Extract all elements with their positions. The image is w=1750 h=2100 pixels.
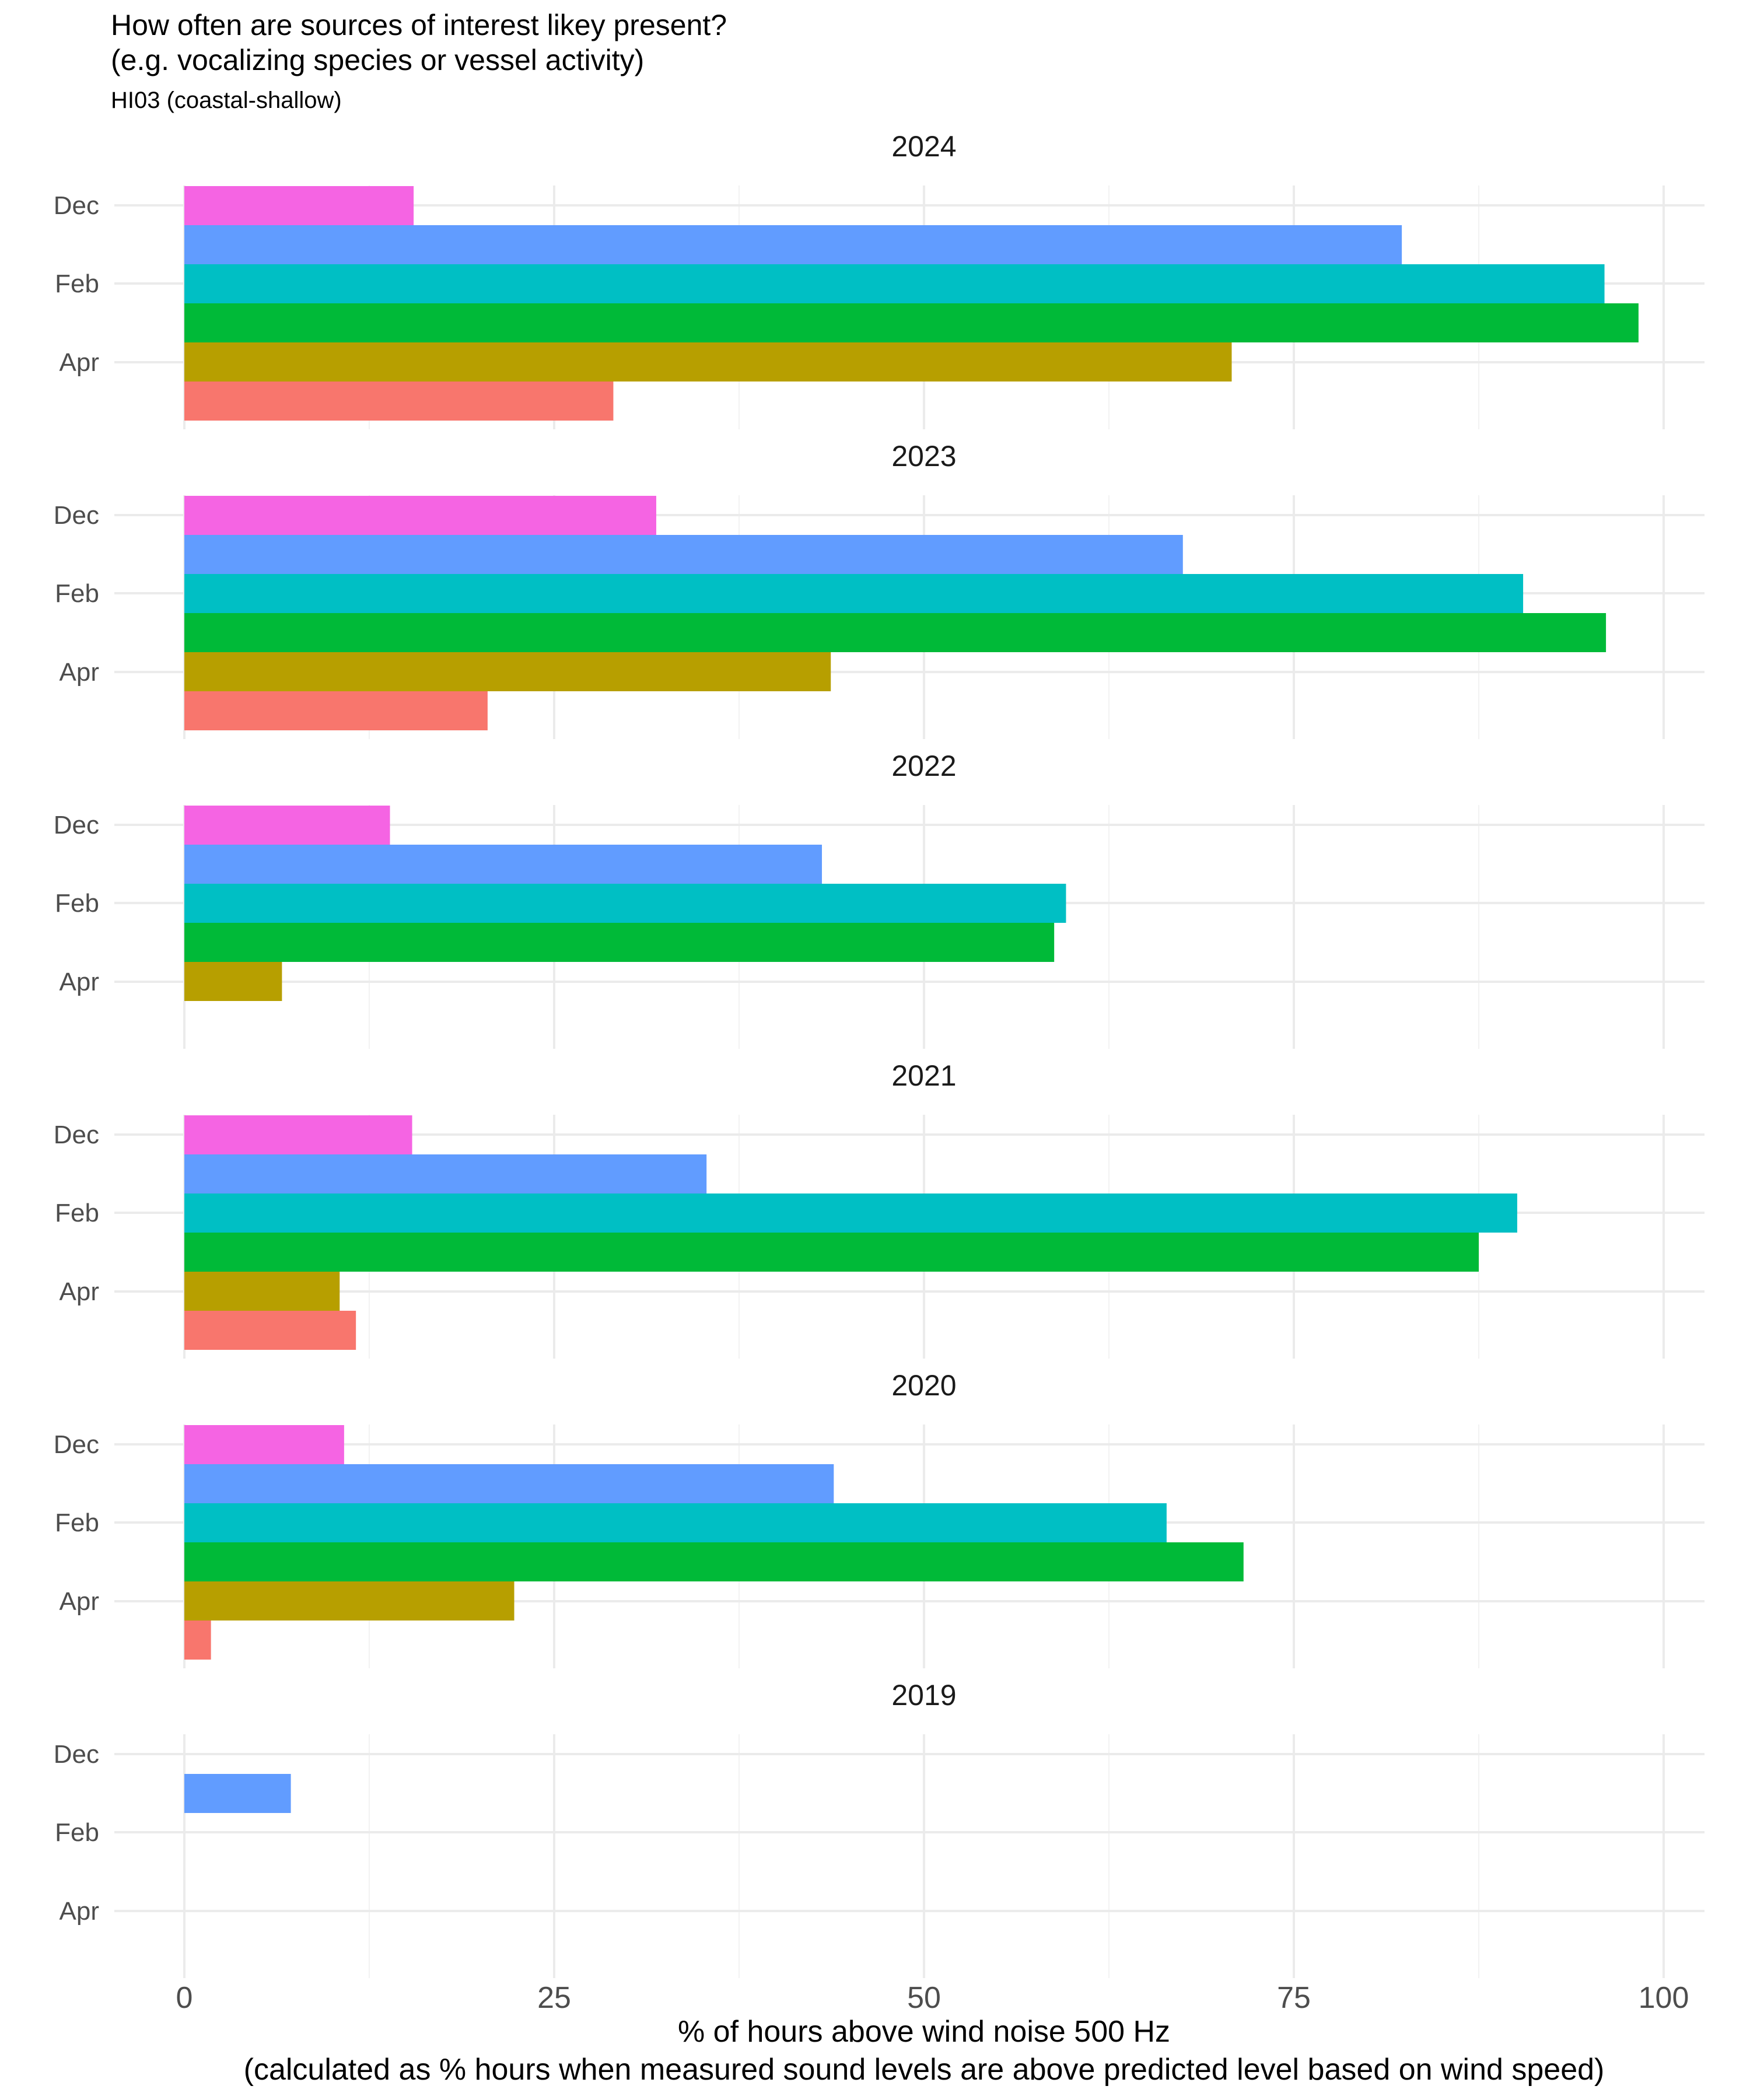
bar-2021-1 [184,1272,340,1311]
y-tick-label: Feb [55,270,99,298]
y-tick-label: Feb [55,579,99,608]
x-tick-label: 0 [176,1981,193,2015]
facet-strip-label: 2020 [891,1369,956,1402]
bar-2024-1 [184,342,1232,382]
bar-2020-0 [184,1620,211,1660]
bar-2022-2 [184,923,1055,962]
y-tick-label: Apr [60,1587,99,1616]
bar-2020-5 [184,1425,344,1464]
y-tick-label: Dec [54,1121,99,1149]
bar-2020-2 [184,1542,1244,1581]
panel-2021: 2021 Dec Feb Apr [54,1059,1704,1359]
bar-2023-2 [184,613,1606,652]
facet-strip-label: 2022 [891,750,956,782]
bar-2020-1 [184,1581,514,1620]
bar-2021-3 [184,1194,1517,1233]
facet-panels: 2024DecFebApr2023DecFebApr2022DecFebApr2… [54,130,1704,1978]
chart-subtitle: HI03 (coastal-shallow) [111,88,342,113]
x-tick-label: 75 [1277,1981,1311,2015]
bar-2021-4 [184,1154,707,1194]
facet-strip-label: 2021 [891,1059,956,1092]
x-tick-label: 25 [537,1981,571,2015]
y-tick-label: Apr [60,968,99,996]
bar-2019-4 [184,1774,291,1813]
x-axis-title-line-2: (calculated as % hours when measured sou… [244,2053,1605,2087]
bar-2024-4 [184,225,1402,264]
bar-2023-5 [184,496,656,535]
bar-2023-0 [184,691,488,730]
bar-2024-0 [184,382,614,421]
bar-2023-4 [184,535,1183,574]
y-tick-label: Dec [54,501,99,530]
facet-strip-label: 2024 [891,130,956,163]
y-tick-label: Apr [60,658,99,687]
y-tick-label: Dec [54,811,99,839]
x-axis: 0 25 50 75 100 [176,1981,1689,2015]
bar-2023-1 [184,652,831,691]
bar-2021-5 [184,1115,412,1154]
y-tick-label: Feb [55,1508,99,1537]
y-tick-label: Feb [55,1199,99,1227]
bar-2023-3 [184,574,1524,613]
y-tick-label: Apr [60,1278,99,1306]
x-axis-title: % of hours above wind noise 500 Hz [678,2015,1170,2049]
panel-2022: 2022 Dec Feb Apr [54,750,1704,1049]
bar-2020-4 [184,1464,834,1503]
chart-title-line-2: (e.g. vocalizing species or vessel activ… [111,44,644,76]
chart-title: How often are sources of interest likey … [111,9,727,41]
y-tick-label: Apr [60,1897,99,1926]
bar-2020-3 [184,1503,1167,1542]
bar-2022-3 [184,884,1066,923]
y-tick-label: Dec [54,191,99,220]
panel-2019: 2019 Dec Feb Apr [54,1679,1704,1978]
facet-strip-label: 2023 [891,440,956,473]
bar-2022-5 [184,806,390,845]
bar-2021-0 [184,1311,356,1350]
panel-2024: 2024 Dec Feb Apr [54,130,1704,429]
bar-2024-2 [184,303,1639,342]
y-tick-label: Feb [55,1818,99,1847]
y-tick-label: Dec [54,1430,99,1459]
x-tick-label: 50 [907,1981,941,2015]
y-tick-label: Apr [60,348,99,377]
bar-2022-4 [184,845,822,884]
panel-2020: 2020 Dec Feb Apr [54,1369,1704,1668]
bar-2021-2 [184,1233,1479,1272]
bar-2022-1 [184,962,282,1001]
y-tick-label: Dec [54,1740,99,1769]
bar-2024-5 [184,186,414,225]
y-tick-label: Feb [55,889,99,918]
x-tick-label: 100 [1639,1981,1689,2015]
bar-2024-3 [184,264,1605,303]
panel-2023: 2023 Dec Feb Apr [54,440,1704,739]
facet-strip-label: 2019 [891,1679,956,1712]
